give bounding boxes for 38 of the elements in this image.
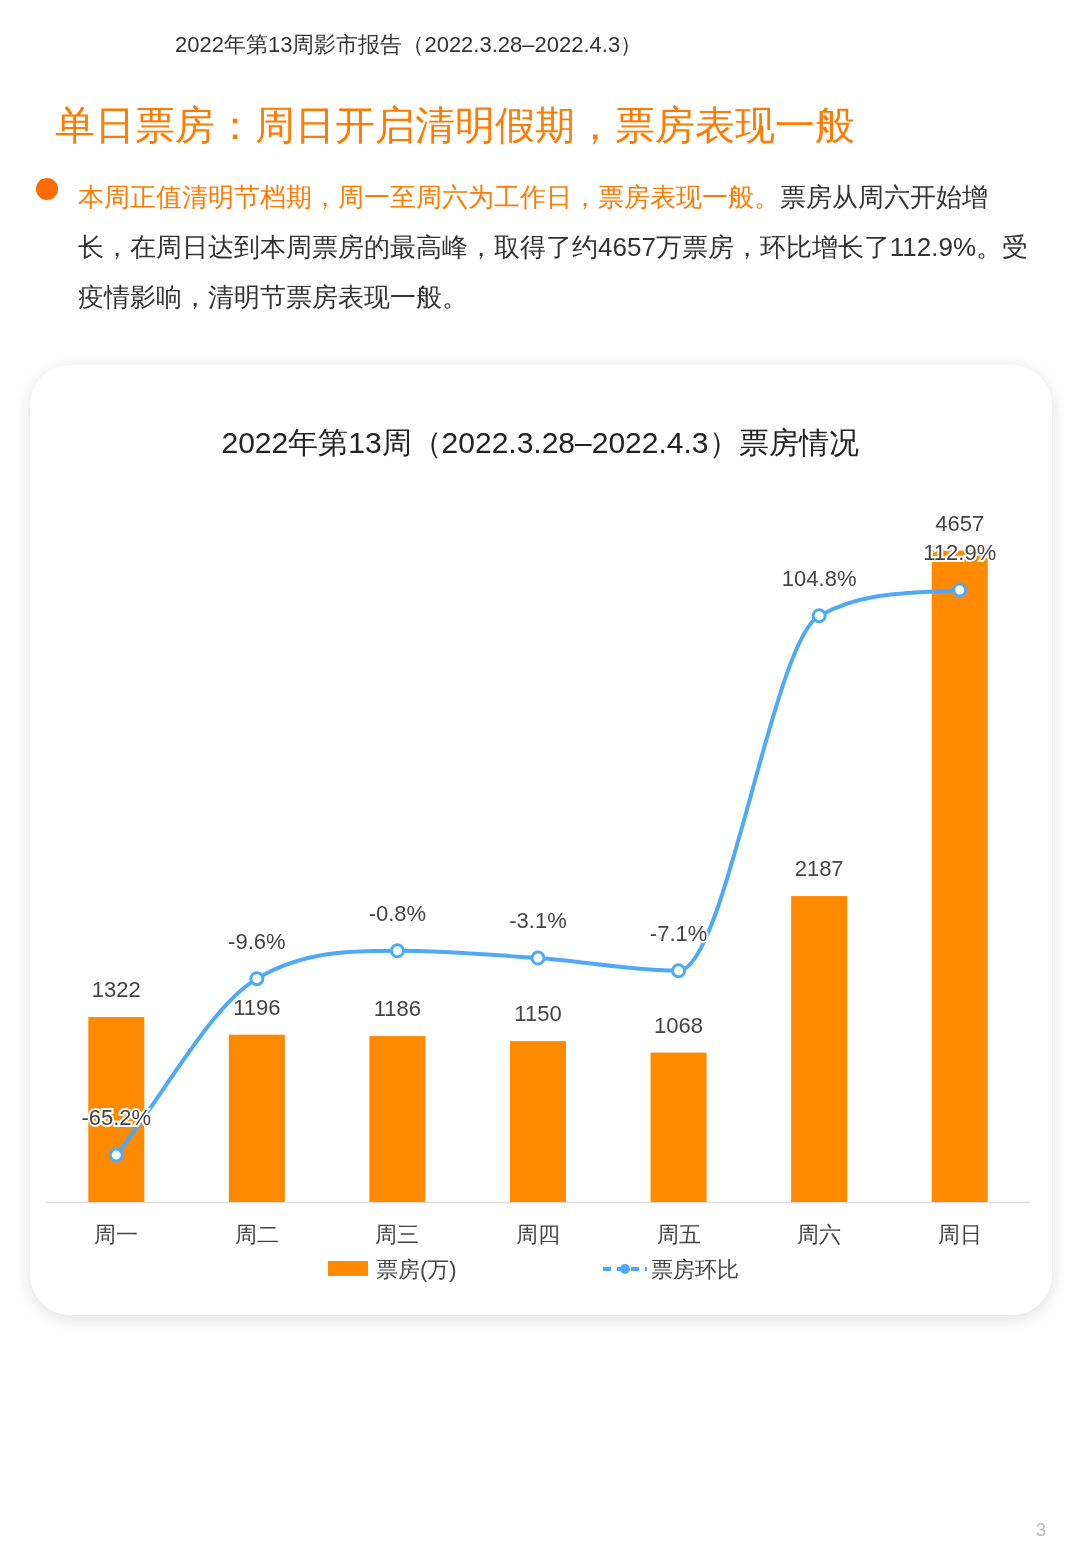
x-tick-label: 周一 — [94, 1222, 139, 1247]
data-label: 4657 — [935, 510, 985, 536]
bar — [228, 1034, 285, 1202]
text: 本周正值清明节档期，周一至周六为工作日，票房表现一般。 — [78, 182, 780, 212]
data-label: -3.1% — [509, 908, 567, 934]
chart-title: 2022年第13周（2022.3.28–2022.4.3）票房情况 — [221, 426, 859, 459]
bar — [510, 1041, 566, 1202]
bar — [369, 1036, 426, 1202]
point — [249, 971, 265, 987]
data-label: -0.8% — [368, 900, 427, 926]
legend-label: 票房环比 — [651, 1257, 739, 1282]
point — [952, 582, 968, 598]
data-label: 1186 — [373, 996, 422, 1022]
data-label: -7.1% — [649, 920, 708, 946]
data-label: 104.8% — [781, 565, 857, 591]
data-label: 1068 — [654, 1012, 704, 1038]
x-tick-label: 周二 — [234, 1222, 279, 1247]
data-label: 1150 — [514, 1001, 562, 1027]
point — [108, 1147, 124, 1163]
x-tick-label: 周四 — [516, 1222, 560, 1247]
point — [389, 943, 405, 959]
legend-label: 票房(万) — [376, 1257, 457, 1282]
data-label: 2187 — [794, 856, 844, 882]
bar — [650, 1052, 707, 1202]
x-tick-label: 周日 — [937, 1222, 982, 1247]
text: 2022年第13周影市报告（2022.3.28–2022.4.3） — [175, 31, 643, 59]
text: 3 — [1036, 1520, 1047, 1541]
x-tick-label: 周五 — [656, 1222, 701, 1247]
x-tick-label: 周六 — [797, 1222, 842, 1247]
point — [530, 950, 546, 966]
text: 单日票房：周日开启清明假期，票房表现一般 — [55, 102, 855, 149]
data-label: 1322 — [91, 977, 141, 1003]
point — [671, 963, 687, 979]
x-tick-label: 周三 — [375, 1222, 420, 1247]
data-label: -9.6% — [228, 928, 286, 954]
bar — [791, 896, 848, 1202]
data-label: 1196 — [233, 994, 281, 1020]
point — [811, 608, 827, 624]
